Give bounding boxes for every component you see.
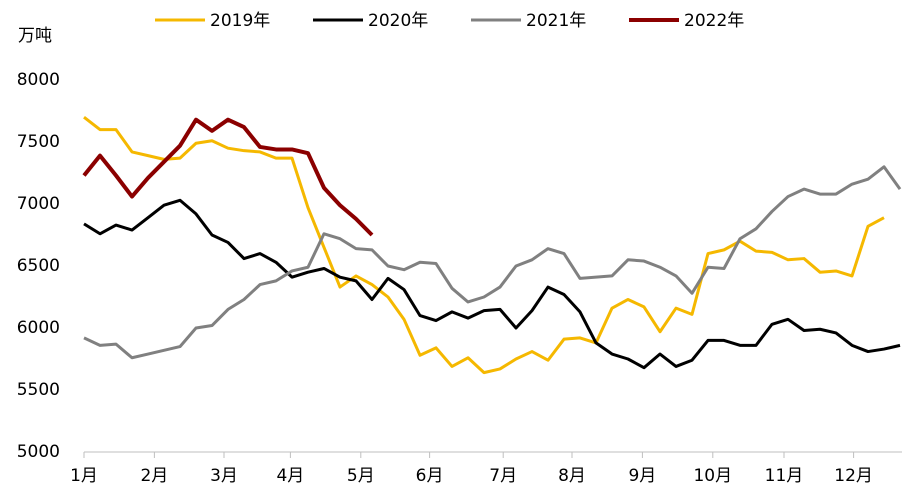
series-line [83,116,885,375]
x-tick-label: 2月 [140,466,168,486]
x-tick-label: 9月 [628,466,656,486]
legend-label: 2022年 [684,11,744,31]
series-line [83,198,901,370]
y-tick-label: 5500 [17,380,60,400]
series-line [82,117,374,237]
x-tick-label: 3月 [210,466,238,486]
x-tick-label: 11月 [765,466,804,486]
x-tick-label: 6月 [416,466,444,486]
legend-label: 2019年 [210,11,270,31]
series-line [83,165,902,360]
x-tick-label: 7月 [489,466,517,486]
x-tick-label: 5月 [347,466,375,486]
x-tick-label: 12月 [834,466,873,486]
y-axis-label: 万吨 [18,26,52,46]
legend-label: 2021年 [526,11,586,31]
y-tick-label: 6500 [17,256,60,276]
legend-label: 2020年 [368,11,428,31]
x-tick-label: 4月 [276,466,304,486]
y-tick-label: 8000 [17,70,60,90]
y-tick-label: 6000 [17,318,60,338]
y-tick-label: 7000 [17,194,60,214]
x-tick-label: 1月 [70,466,98,486]
y-tick-label: 5000 [17,442,60,462]
x-tick-label: 8月 [558,466,586,486]
y-tick-label: 7500 [17,132,60,152]
x-tick-label: 10月 [693,466,732,486]
